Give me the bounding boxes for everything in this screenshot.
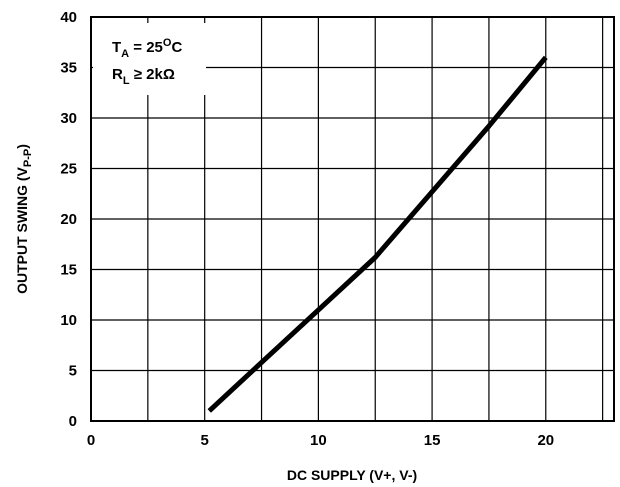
- y-tick-label: 0: [69, 413, 77, 430]
- y-tick-label: 40: [60, 9, 77, 26]
- series-lines: [207, 55, 548, 413]
- tick-labels: 0 5 10 15 20 0 5 10 15 20 25 30 35 40: [60, 9, 554, 449]
- series-line: [207, 55, 548, 413]
- annotation-box: [93, 23, 206, 95]
- annotation-rl: RL ≥ 2kΩ: [112, 66, 175, 87]
- y-tick-label: 35: [60, 60, 77, 77]
- annotation-ta: TA = 25OC: [112, 37, 182, 60]
- x-tick-label: 15: [424, 432, 441, 449]
- x-axis-title: DC SUPPLY (V+, V-): [287, 467, 417, 483]
- x-tick-label: 10: [310, 432, 327, 449]
- y-tick-label: 30: [60, 110, 77, 127]
- y-axis-title: OUTPUT SWING (VP-P): [14, 144, 34, 294]
- y-tick-label: 5: [69, 363, 77, 380]
- y-tick-label: 20: [60, 211, 77, 228]
- y-tick-label: 25: [60, 161, 77, 178]
- grid: [91, 17, 614, 421]
- x-tick-label: 5: [201, 432, 209, 449]
- x-tick-label: 20: [537, 432, 554, 449]
- x-tick-label: 0: [87, 432, 95, 449]
- y-tick-label: 10: [60, 312, 77, 329]
- plot-border: [90, 16, 615, 422]
- y-tick-label: 15: [60, 262, 77, 279]
